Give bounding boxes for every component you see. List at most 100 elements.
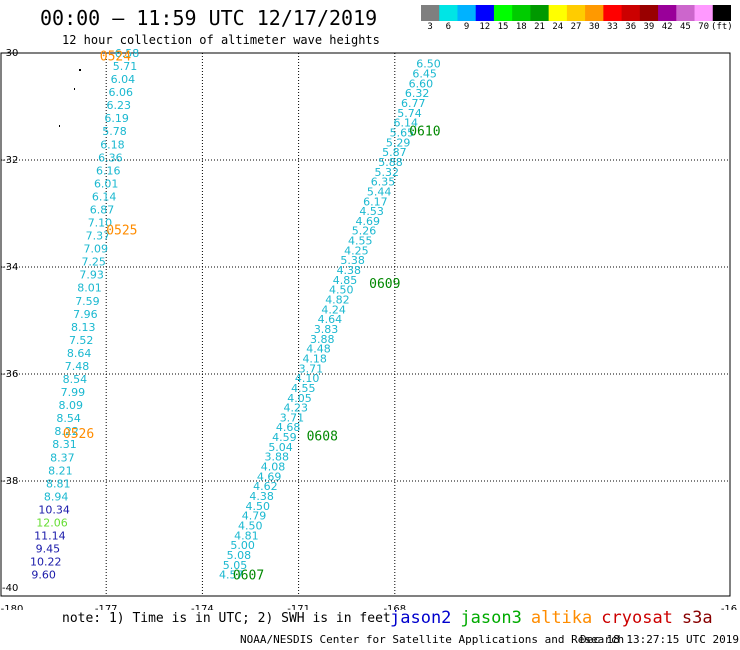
satellite-legend: jason2 jason3 altika cryosat s3a [390,608,722,628]
land-specks [59,69,81,127]
wave-height-value: 4.10 [295,372,320,385]
wave-height-value: 4.25 [344,244,369,257]
wave-height-value: 5.78 [102,125,127,138]
wave-height-value: 8.31 [52,438,77,451]
wave-height-value: 7.93 [79,269,104,282]
color-scale-bar [421,5,731,21]
wave-height-value: 10.34 [38,503,70,516]
pass-time-label: 0609 [369,277,400,292]
wave-height-value: 4.57 [219,569,244,582]
wave-height-value: 3.71 [299,362,324,375]
wave-height-value: 6.06 [109,86,134,99]
wave-height-value: 8.37 [50,451,75,464]
color-scale-label: 12 [479,22,491,32]
wave-height-value: 5.38 [340,254,365,267]
wave-height-value: 6.14 [393,117,418,130]
color-swatch [439,5,458,21]
y-tick-label: -38 [2,476,18,487]
wave-height-value: 4.08 [261,461,286,474]
color-swatch [694,5,714,21]
wave-height-value: 3.71 [280,411,305,424]
wave-height-map: -180 -177 -174 -171 -168 -16 -30 -32 -34 -36 -38 -4… [0,47,738,610]
x-tick-label: -177 [95,604,118,610]
wave-height-value: 4.38 [249,490,274,503]
x-tick-label: -168 [383,604,406,610]
wave-height-value: 4.79 [242,510,267,523]
chart-title: 00:00 – 11:59 UTC 12/17/2019 [40,6,378,30]
wave-height-value: 7.52 [69,334,94,347]
color-scale-label: 15 [497,22,509,32]
wave-height-value: 3.83 [314,323,339,336]
land-speck [59,125,60,127]
wave-height-value: 6.45 [412,68,437,81]
axis-tick-labels: -180 -177 -174 -171 -168 -16 -30 -32 -34 -36 -38 -4… [1,48,738,610]
wave-height-value: 6.04 [111,73,136,86]
wave-height-value: 8.54 [56,412,81,425]
wave-height-value: 4.55 [348,235,373,248]
y-tick-label: -30 [2,48,18,59]
pass-time-label: 0525 [106,224,137,239]
pass-time-label: 0607 [233,569,264,584]
color-swatch [712,5,731,21]
wave-height-value: 8.22 [54,425,79,438]
wave-height-value: 8.21 [48,464,73,477]
wave-height-value: 6.35 [371,176,396,189]
wave-height-value: 6.50 [416,58,441,71]
color-scale-label: 24 [552,22,564,32]
wave-height-value: 5.26 [352,225,377,238]
color-swatch [530,5,550,21]
color-scale-labels: 3 6 9 12 15 18 21 24 27 30 33 36 39 42 45 70 (ft) [421,22,733,34]
wave-height-value: 4.69 [356,215,381,228]
wave-height-value: 6.36 [98,151,123,164]
wave-height-value: 6.01 [94,177,119,190]
jason3-track: 6.506.456.606.326.775.746.145.655.295.87… [219,58,441,582]
wave-height-value: 4.81 [234,529,259,542]
wave-height-value: 8.64 [67,347,92,360]
color-swatch [493,5,513,21]
wave-height-value: 6.87 [90,203,115,216]
x-tick-label: -16 [721,604,737,610]
pass-time-labels: 0524 0525 0526 0610 0609 0608 0607 [63,50,441,584]
wave-height-value: 4.38 [337,264,362,277]
wave-height-value: 6.18 [100,138,125,151]
color-scale-label: 45 [679,22,691,32]
color-scale-label: 42 [661,22,673,32]
wave-height-value: 5.29 [386,136,411,149]
wave-height-value: 4.59 [272,431,297,444]
map-frame [0,52,731,597]
land-speck [74,88,75,90]
satellite-legend-item: altika [530,608,593,628]
wave-height-value: 9.45 [36,543,61,556]
color-scale-label: 39 [643,22,655,32]
color-scale-label: 9 [463,22,470,32]
wave-height-value: 5.08 [227,549,252,562]
color-swatch [475,5,495,21]
wave-height-value: 8.09 [59,399,84,412]
wave-height-value: 3.88 [310,333,335,346]
wave-height-value: 5.00 [230,539,255,552]
color-swatch [457,5,477,21]
y-tick-label: -34 [2,262,18,273]
wave-height-value: 8.54 [63,373,88,386]
wave-height-value: 7.10 [88,217,113,230]
wave-height-value: 11.14 [34,530,66,543]
wave-height-value: 4.18 [302,352,327,365]
color-scale-label: (ft) [711,22,733,32]
color-swatch [639,5,659,21]
wave-height-value: 4.55 [291,382,316,395]
y-tick-label: -32 [2,155,18,166]
wave-height-value: 5.74 [397,107,422,120]
color-swatch [621,5,641,21]
wave-height-value: 9.60 [31,569,56,582]
pass-time-label: 0610 [409,125,440,140]
color-swatch [421,5,440,21]
wave-height-value: 3.88 [265,451,290,464]
wave-height-value: 4.62 [253,480,278,493]
satellite-legend-item: cryosat [601,608,673,628]
color-scale-label: 36 [625,22,637,32]
y-tick-label: -40 [2,583,18,594]
wave-height-value: 8.81 [46,477,71,490]
wave-height-value: 8.13 [71,321,96,334]
color-scale-label: 33 [607,22,618,32]
color-scale-label: 6 [445,22,452,32]
